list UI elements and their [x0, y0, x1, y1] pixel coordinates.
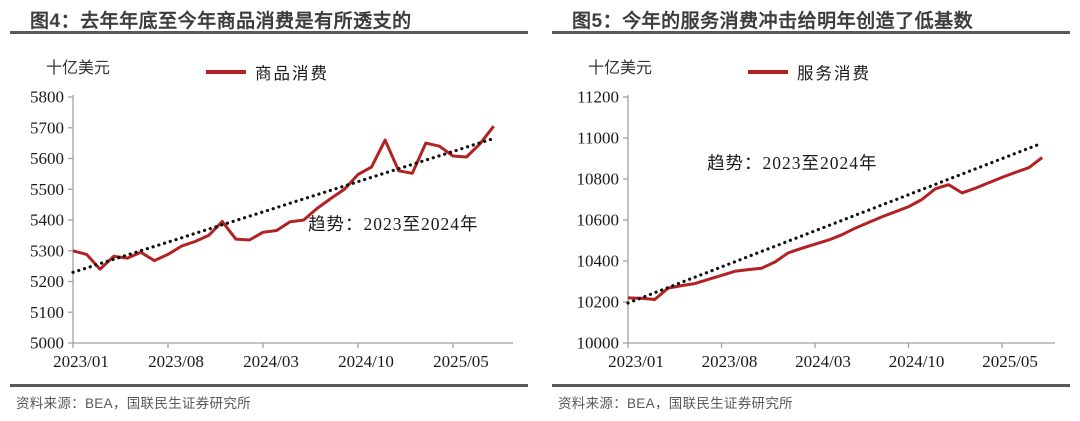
y-tick-label: 5300 [30, 241, 64, 260]
x-tick-label: 2023/01 [608, 352, 664, 371]
services-consumption-line-chart: 11200 11000 10800 10600 10400 10200 10000 2023/… [552, 85, 1070, 385]
title-underline [552, 31, 1070, 34]
axes: 5800570056005500540053005200510050002023… [30, 88, 513, 371]
figure-title: 图5：今年的服务消费冲击给明年创造了低基数 [572, 11, 974, 32]
x-tick-label: 2023/08 [702, 352, 758, 371]
y-tick-label: 5100 [30, 303, 64, 322]
y-tick-label: 10400 [577, 252, 620, 271]
legend: 服务消费 [748, 60, 871, 84]
y-axis-unit-label: 十亿美元 [46, 60, 111, 77]
trend-annotation: 趋势：2023至2024年 [308, 214, 479, 234]
legend-line-swatch [748, 70, 788, 74]
x-tick-label: 2023/08 [148, 352, 204, 371]
y-tick-label: 11200 [577, 88, 619, 107]
y-tick-label: 5400 [30, 211, 64, 230]
x-tick-label: 2024/10 [889, 352, 945, 371]
legend: 商品消费 [206, 60, 329, 84]
goods-consumption-line-chart: 5800 5700 5600 5500 5400 5300 5200 5100 5000 2023… [10, 85, 528, 385]
x-tick-label: 2025/05 [433, 352, 489, 371]
source-divider [552, 384, 1070, 387]
source-divider [10, 384, 528, 387]
x-tick-label: 2024/10 [338, 352, 394, 371]
y-tick-label: 5700 [30, 118, 64, 137]
figure-4-panel: 图4：去年年底至今年商品消费是有所透支的 十亿美元 商品消费 5800 5700 5… [10, 0, 528, 421]
trend-dotted-line [71, 136, 496, 274]
title-underline [10, 31, 528, 34]
x-tick-label: 2025/05 [982, 352, 1038, 371]
series-line [627, 156, 1044, 301]
y-tick-label: 5600 [30, 149, 64, 168]
legend-line-swatch [206, 70, 246, 74]
y-tick-label: 10000 [577, 334, 620, 353]
x-tick-label: 2024/03 [243, 352, 299, 371]
legend-label: 服务消费 [797, 64, 871, 83]
chart-canvas: 5800570056005500540053005200510050002023… [30, 88, 513, 371]
y-tick-label: 10200 [577, 293, 620, 312]
y-tick-label: 10600 [577, 211, 620, 230]
chart-canvas: 112001100010800106001040010200100002023/… [577, 88, 1055, 371]
source-note: 资料来源：BEA，国联民生证券研究所 [558, 396, 793, 411]
trend-annotation: 趋势：2023至2024年 [707, 153, 878, 173]
y-tick-label: 5000 [30, 334, 64, 353]
trend-dotted-line [626, 141, 1044, 305]
y-tick-label: 5200 [30, 272, 64, 291]
y-tick-label: 11000 [577, 129, 619, 148]
y-tick-label: 5500 [30, 180, 64, 199]
figure-5-panel: 图5：今年的服务消费冲击给明年创造了低基数 十亿美元 服务消费 11200 110… [552, 0, 1070, 421]
legend-label: 商品消费 [255, 64, 329, 83]
x-tick-label: 2023/01 [53, 352, 109, 371]
axes: 112001100010800106001040010200100002023/… [577, 88, 1055, 371]
x-tick-label: 2024/03 [795, 352, 851, 371]
source-note: 资料来源：BEA，国联民生证券研究所 [16, 396, 251, 411]
figure-title: 图4：去年年底至今年商品消费是有所透支的 [30, 11, 412, 32]
y-axis-unit-label: 十亿美元 [588, 60, 653, 77]
y-tick-label: 5800 [30, 88, 64, 107]
series-line [72, 125, 495, 271]
y-tick-label: 10800 [577, 170, 620, 189]
